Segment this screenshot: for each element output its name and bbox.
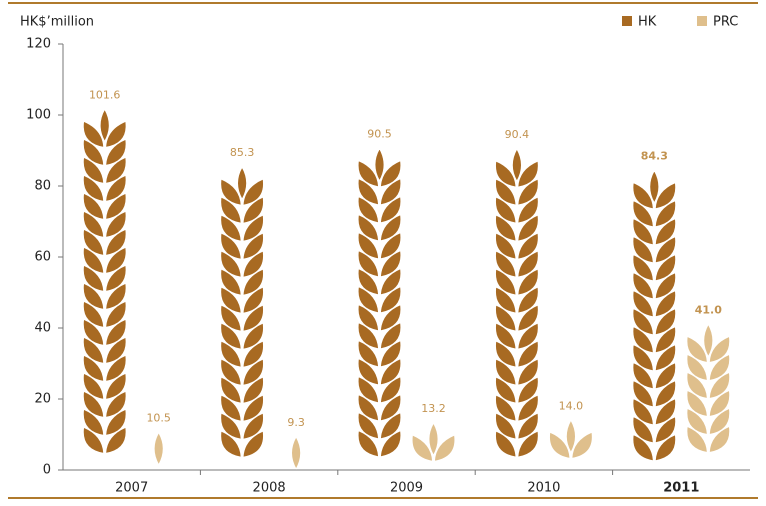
wheat-bar xyxy=(358,149,401,457)
legend-label: PRC xyxy=(713,15,738,30)
value-label: 41.0 xyxy=(695,303,722,316)
wheat-bar xyxy=(412,423,455,461)
x-tick-label: 2010 xyxy=(527,481,560,496)
value-label: 9.3 xyxy=(287,416,305,429)
y-tick-label: 80 xyxy=(34,179,51,194)
y-tick-label: 20 xyxy=(34,392,51,407)
y-tick-label: 60 xyxy=(34,250,51,265)
wheat-bar xyxy=(221,167,264,457)
wheat-bar xyxy=(550,420,593,458)
y-axis-label: HK$’million xyxy=(20,15,94,30)
x-tick-label: 2011 xyxy=(663,481,699,496)
wheat-bar xyxy=(633,171,676,461)
wheat-bar xyxy=(83,109,126,453)
y-tick-label: 0 xyxy=(43,463,51,478)
y-tick-label: 100 xyxy=(26,108,51,123)
wheat-bar xyxy=(154,433,163,465)
y-tick-label: 120 xyxy=(26,37,51,52)
legend-swatch xyxy=(622,16,632,26)
legend-label: HK xyxy=(638,15,657,30)
x-tick-label: 2007 xyxy=(115,481,148,496)
value-label: 13.2 xyxy=(421,402,446,415)
chart: HK$’million 0 20 40 60 80 100 120 HK PRC 2007 101.… xyxy=(0,0,766,506)
value-label: 14.0 xyxy=(559,399,584,412)
x-tick-label: 2009 xyxy=(390,481,423,496)
value-label: 90.5 xyxy=(367,128,392,141)
legend-swatch xyxy=(697,16,707,26)
value-label: 90.4 xyxy=(505,128,530,141)
x-tick-label: 2008 xyxy=(253,481,286,496)
wheat-bar xyxy=(687,324,730,452)
value-label: 101.6 xyxy=(89,88,121,101)
y-tick-label: 40 xyxy=(34,321,51,336)
wheat-bar xyxy=(292,437,301,469)
value-label: 84.3 xyxy=(641,150,668,163)
value-label: 10.5 xyxy=(146,412,171,425)
value-label: 85.3 xyxy=(230,146,255,159)
wheat-bar xyxy=(496,149,539,457)
